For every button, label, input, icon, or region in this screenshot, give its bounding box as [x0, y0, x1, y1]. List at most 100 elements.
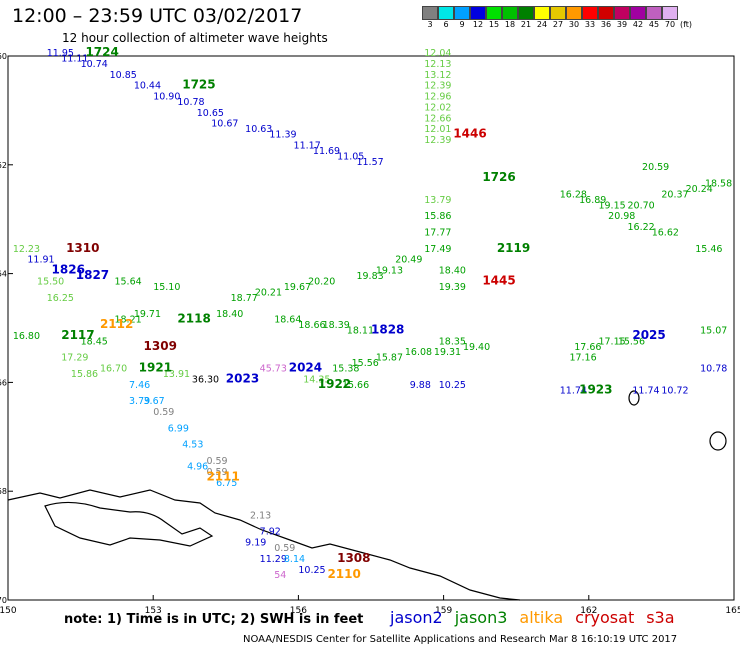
swh-value: 17.15: [598, 336, 625, 347]
legend-entry: altika: [519, 608, 564, 627]
swh-value: 45.73: [260, 364, 287, 375]
swh-value: 20.21: [255, 287, 282, 298]
colorbar-label: 70: [664, 20, 676, 29]
lon-tick-label: 162: [580, 606, 597, 616]
swh-value: 10.85: [110, 70, 137, 81]
legend-entry: s3a: [646, 608, 675, 627]
swh-value: 10.44: [134, 81, 161, 92]
swh-value: 15.87: [376, 353, 403, 364]
colorbar-label: 45: [648, 20, 660, 29]
colorbar-label: 18: [504, 20, 516, 29]
colorbar-swatch: [502, 6, 518, 20]
swh-value: 0.59: [206, 467, 227, 478]
swh-value: 13.91: [163, 369, 190, 380]
swh-value: 16.28: [560, 189, 587, 200]
swh-value: 19.39: [439, 282, 466, 293]
colorbar-swatch: [582, 6, 598, 20]
swh-value: 15.07: [700, 325, 727, 336]
swh-value: 11.74: [632, 385, 659, 396]
swh-value: 18.35: [439, 336, 466, 347]
lon-tick-label: 159: [435, 606, 452, 616]
swh-value: 19.83: [356, 271, 383, 282]
swh-value: 2.13: [250, 510, 271, 521]
pass-time-label: 1446: [453, 127, 486, 141]
footnote: note: 1) Time is in UTC; 2) SWH is in fe…: [64, 612, 364, 627]
lat-tick-label: -70: [0, 596, 7, 605]
colorbar-label: 36: [600, 20, 612, 29]
swh-value: 3.67: [144, 396, 165, 407]
colorbar-unit: (ft): [679, 20, 693, 29]
swh-value: 10.25: [298, 565, 325, 576]
swh-value: 10.74: [81, 59, 108, 70]
swh-value: 10.72: [661, 385, 688, 396]
page-subtitle: 12 hour collection of altimeter wave hei…: [62, 31, 328, 45]
swh-value: 18.66: [298, 320, 325, 331]
swh-value: 19.67: [284, 282, 311, 293]
swh-value: 11.57: [356, 157, 383, 168]
lat-tick-label: -66: [0, 378, 7, 387]
pass-time-label: 2117: [61, 328, 94, 342]
swh-value: 18.77: [231, 293, 258, 304]
swh-value: 16.80: [13, 331, 40, 342]
colorbar-label: 9: [459, 20, 465, 29]
swh-value: 11.05: [337, 151, 364, 162]
swh-value: 12.13: [424, 59, 451, 70]
swh-value: 15.38: [332, 364, 359, 375]
pass-time-label: 1921: [139, 361, 172, 375]
colorbar-label: 3: [427, 20, 433, 29]
colorbar-label: 42: [632, 20, 644, 29]
pass-time-label: 1445: [482, 273, 515, 287]
swh-value: 8.14: [284, 554, 305, 565]
colorbar-swatch: [486, 6, 502, 20]
swh-value: 17.29: [61, 353, 88, 364]
colorbar-swatch: [422, 6, 438, 20]
swh-value: 9.88: [410, 380, 431, 391]
colorbar-swatch: [438, 6, 454, 20]
swh-value: 10.78: [700, 364, 727, 375]
colorbar-swatch: [534, 6, 550, 20]
swh-value: 17.66: [574, 342, 601, 353]
swh-value: 15.64: [114, 276, 141, 287]
color-legend: 3 6 9 12 15 18 21 24 27 30 33 36 39 42 45 70 (ft): [422, 6, 694, 29]
swh-value: 0.59: [153, 407, 174, 418]
lat-tick-label: -62: [0, 161, 7, 170]
pass-time-label: 2118: [177, 312, 210, 326]
colorbar-swatch: [598, 6, 614, 20]
swh-value: 15.56: [618, 336, 645, 347]
swh-value: 18.58: [705, 179, 732, 190]
swh-value: 11.11: [61, 53, 88, 64]
swh-value: 20.24: [686, 184, 713, 195]
pass-time-label: 1922: [318, 377, 351, 391]
pass-time-label: 1828: [371, 322, 404, 336]
swh-value: 18.11: [347, 325, 374, 336]
swh-value: 10.65: [197, 108, 224, 119]
lon-tick-label: 156: [290, 606, 307, 616]
swh-value: 11.95: [47, 48, 74, 59]
swh-value: 19.13: [376, 266, 403, 277]
legend-entry: cryosat: [575, 608, 635, 627]
colorbar-swatch: [550, 6, 566, 20]
swh-value: 19.40: [463, 342, 490, 353]
swh-value: 11.74: [560, 385, 587, 396]
swh-value: 36.30: [192, 374, 219, 385]
swh-value: 12.96: [424, 92, 451, 103]
swh-value: 20.37: [661, 189, 688, 200]
swh-value: 11.39: [269, 130, 296, 141]
swh-value: 15.86: [71, 369, 98, 380]
swh-value: 4.96: [187, 461, 208, 472]
swh-value: 16.70: [100, 364, 127, 375]
lat-tick-label: -64: [0, 270, 7, 279]
colorbar-swatch: [566, 6, 582, 20]
colorbar-label: 6: [443, 20, 449, 29]
colorbar-label: 39: [616, 20, 628, 29]
swh-value: 16.25: [47, 293, 74, 304]
swh-value: 19.15: [598, 200, 625, 211]
pass-time-label: 1827: [76, 268, 109, 282]
swh-value: 15.46: [695, 244, 722, 255]
pass-time-label: 2110: [327, 567, 360, 581]
swh-value: 20.49: [395, 255, 422, 266]
pass-time-label: 1826: [52, 263, 85, 277]
swh-value: 19.31: [434, 347, 461, 358]
swh-value: 12.23: [13, 244, 40, 255]
